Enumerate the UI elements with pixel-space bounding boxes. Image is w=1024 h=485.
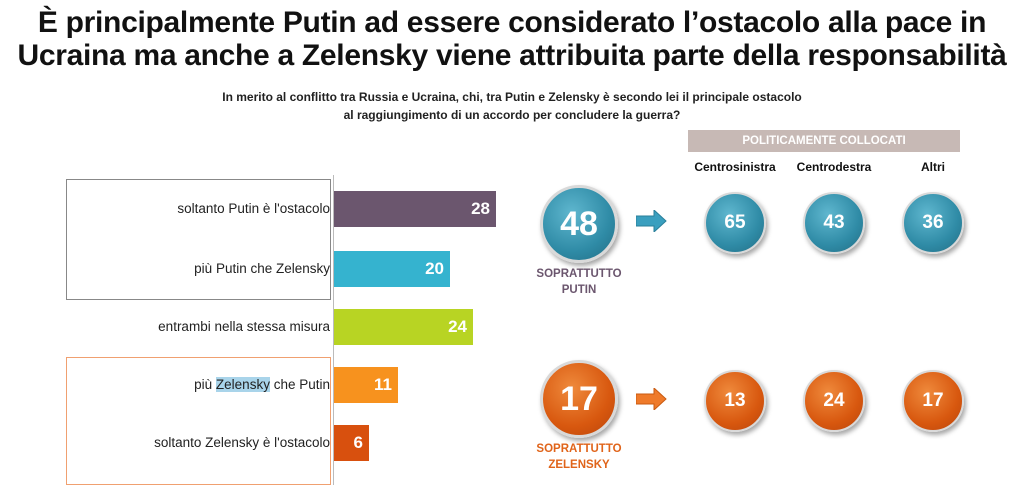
- bar-value-label: 6: [353, 433, 363, 452]
- zelensky-centrodestra-value: 24: [823, 390, 845, 411]
- bar-category-label: soltanto Putin è l'ostacolo: [177, 191, 330, 227]
- bar: 24: [334, 309, 473, 345]
- summary-putin-value: 48: [560, 205, 598, 243]
- summary-putin-label-line-2: PUTIN: [561, 284, 597, 296]
- bar: 6: [334, 425, 369, 461]
- zelensky-altri-value: 17: [922, 390, 944, 411]
- bar-value-label: 24: [448, 317, 467, 336]
- column-header-centrodestra: Centrodestra: [796, 160, 872, 174]
- zelensky-centrosinistra-bubble: 13: [704, 370, 766, 432]
- bar-category-label: più Zelensky che Putin: [194, 367, 330, 403]
- column-header-altri: Altri: [921, 160, 945, 174]
- bar: 28: [334, 191, 496, 227]
- bar-label-text: più: [194, 377, 216, 392]
- arrow-right-icon: [636, 210, 667, 232]
- summary-putin-label-line-1: SOPRATTUTTO: [536, 268, 622, 280]
- putin-centrosinistra-value: 65: [724, 212, 746, 233]
- bar-label-text: che Putin: [269, 377, 330, 392]
- bar-value-label: 28: [471, 199, 490, 218]
- putin-group-frame: [66, 179, 331, 300]
- putin-altri-value: 36: [922, 212, 944, 233]
- summary-putin-label: SOPRATTUTTO PUTIN: [519, 266, 639, 298]
- summary-zelensky-label-line-1: SOPRATTUTTO: [536, 443, 622, 455]
- page-title: È principalmente Putin ad essere conside…: [0, 6, 1024, 72]
- bar-value-label: 11: [374, 375, 392, 394]
- title-line-2: Ucraina ma anche a Zelensky viene attrib…: [17, 39, 1007, 72]
- bar-value-label: 20: [425, 259, 444, 278]
- summary-putin-bubble: 48: [540, 185, 618, 263]
- summary-zelensky-label: SOPRATTUTTO ZELENSKY: [519, 441, 639, 473]
- bar-baseline: [333, 175, 334, 485]
- putin-centrosinistra-bubble: 65: [704, 192, 766, 254]
- summary-zelensky-value: 17: [560, 380, 598, 418]
- bar: 11: [334, 367, 398, 403]
- bar: 20: [334, 251, 450, 287]
- zelensky-centrosinistra-value: 13: [724, 390, 746, 411]
- zelensky-altri-bubble: 17: [902, 370, 964, 432]
- putin-centrodestra-bubble: 43: [803, 192, 865, 254]
- title-line-1: È principalmente Putin ad essere conside…: [37, 6, 987, 39]
- bar-category-label: più Putin che Zelensky: [194, 251, 330, 287]
- bar-label-text: più Putin che Zelensky: [194, 261, 330, 276]
- bar-category-label: soltanto Zelensky è l'ostacolo: [154, 425, 330, 461]
- subtitle-line-1: In merito al conflitto tra Russia e Ucra…: [222, 90, 802, 104]
- bar-label-text: entrambi nella stessa misura: [158, 319, 330, 334]
- chart-subtitle: In merito al conflitto tra Russia e Ucra…: [0, 88, 1024, 124]
- bar-label-text: soltanto Zelensky è l'ostacolo: [154, 435, 330, 450]
- bar-label-text: soltanto Putin è l'ostacolo: [177, 201, 330, 216]
- zelensky-centrodestra-bubble: 24: [803, 370, 865, 432]
- arrow-right-icon: [636, 388, 667, 410]
- summary-zelensky-label-line-2: ZELENSKY: [548, 459, 610, 471]
- putin-centrodestra-value: 43: [823, 212, 845, 233]
- column-header-centrosinistra: Centrosinistra: [694, 160, 776, 174]
- summary-zelensky-bubble: 17: [540, 360, 618, 438]
- bar-label-highlight: Zelensky: [215, 377, 270, 392]
- bar-category-label: entrambi nella stessa misura: [158, 309, 330, 345]
- political-header: POLITICAMENTE COLLOCATI: [688, 130, 960, 152]
- putin-altri-bubble: 36: [902, 192, 964, 254]
- subtitle-line-2: al raggiungimento di un accordo per conc…: [343, 108, 681, 122]
